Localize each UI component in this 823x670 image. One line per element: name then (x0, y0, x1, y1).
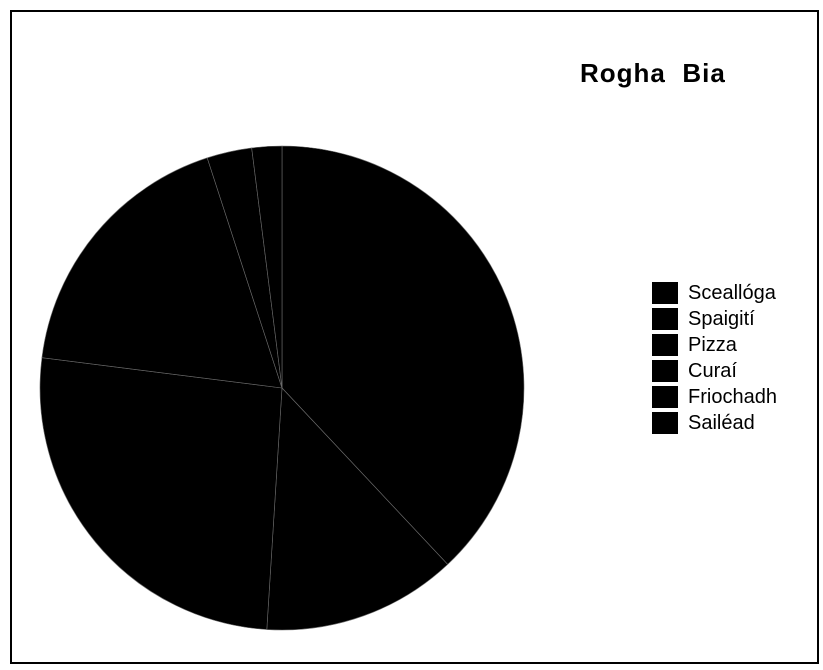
legend-item-sceallóga: Sceallóga (652, 280, 817, 306)
pie-slice-pizza (39, 357, 283, 630)
legend-label: Sailéad (688, 412, 755, 434)
pie-slices (39, 145, 525, 631)
legend-item-pizza: Pizza (652, 332, 817, 358)
legend-item-curaí: Curaí (652, 358, 817, 384)
legend-label: Sceallóga (688, 282, 776, 304)
pie-slice-curaí (41, 157, 283, 389)
pie-slice-sceallóga (281, 145, 525, 565)
legend-swatch (652, 308, 678, 330)
legend-label: Pizza (688, 334, 737, 356)
chart-title: Rogha Bia (580, 58, 726, 88)
legend-swatch (652, 360, 678, 382)
pie-slice-spaigití (266, 387, 449, 631)
legend: Sceallóga Spaigití Pizza Curaí Friochadh… (652, 280, 817, 436)
legend-item-sailéad: Sailéad (652, 410, 817, 436)
legend-item-friochadh: Friochadh (652, 384, 817, 410)
pie-slice-sailéad (251, 145, 283, 389)
legend-label: Curaí (688, 360, 737, 382)
legend-swatch (652, 334, 678, 356)
legend-swatch (652, 282, 678, 304)
legend-label: Friochadh (688, 386, 777, 408)
legend-item-spaigití: Spaigití (652, 306, 817, 332)
legend-swatch (652, 386, 678, 408)
legend-swatch (652, 412, 678, 434)
legend-label: Spaigití (688, 308, 755, 330)
